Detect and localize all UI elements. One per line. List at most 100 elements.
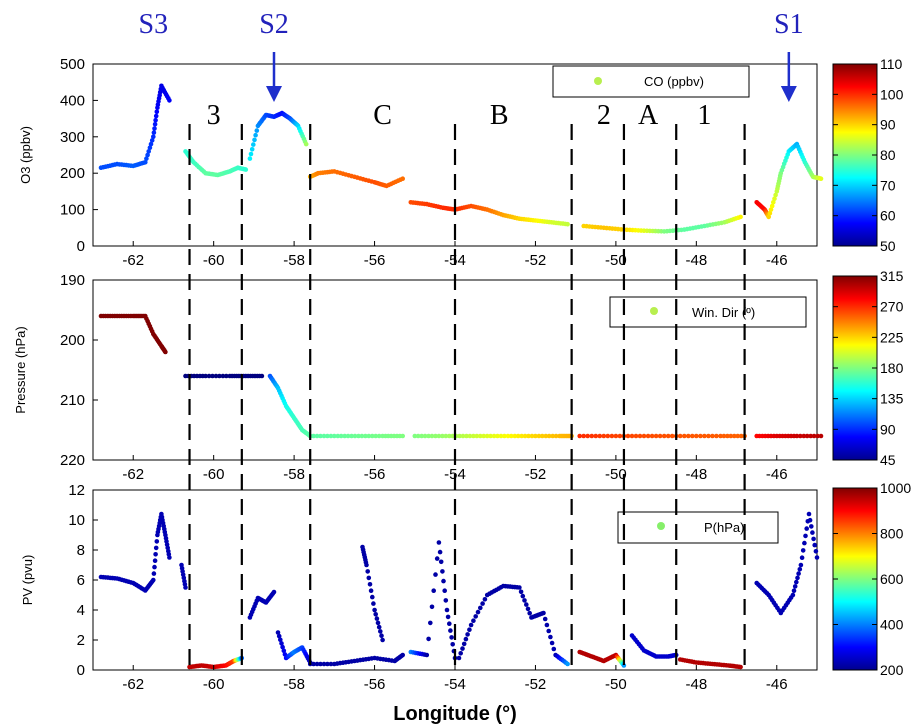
pressure-data-point	[464, 433, 469, 439]
pv-data-point	[525, 606, 531, 612]
o3-data-point	[167, 98, 172, 103]
pv-y-tick-label: 2	[77, 632, 85, 649]
pressure-legend-box	[609, 296, 807, 328]
pressure-colorbar-tick-label: 270	[880, 299, 904, 315]
pv-data-point	[468, 622, 474, 628]
pv-data-point	[372, 607, 377, 613]
o3-data-point	[303, 141, 309, 147]
pressure-data-point	[665, 433, 671, 439]
pv-x-tick-label: -60	[203, 676, 225, 693]
o3-data-point	[147, 145, 153, 150]
pv-data-point	[796, 571, 801, 576]
pv-data-point	[424, 652, 430, 658]
pressure-data-point	[370, 433, 375, 439]
pv-data-point	[478, 605, 483, 611]
pressure-data-point	[450, 433, 456, 439]
pv-x-tick-label: -62	[122, 676, 144, 693]
o3-data-point	[151, 130, 157, 135]
pressure-data-point	[597, 433, 603, 439]
o3-y-tick-label: 100	[60, 202, 85, 219]
pv-data-point	[183, 585, 188, 590]
pv-y-tick-label: 8	[77, 542, 85, 559]
o3-data-point	[565, 221, 570, 227]
pressure-data-point	[356, 433, 361, 439]
o3-data-point	[152, 122, 158, 127]
pressure-data-point	[649, 433, 655, 439]
pressure-data-point	[457, 433, 462, 439]
pressure-data-point	[593, 433, 599, 439]
pressure-data-point	[467, 433, 473, 439]
pv-data-point	[153, 552, 158, 557]
pressure-data-point	[577, 433, 582, 439]
pv-data-point	[278, 637, 283, 643]
pv-data-point	[522, 598, 527, 603]
pressure-data-point	[546, 433, 552, 439]
o3-data-point	[149, 138, 155, 143]
o3-data-point	[148, 141, 154, 147]
pv-data-point	[167, 555, 172, 560]
pv-data-point	[548, 634, 553, 640]
pressure-data-point	[543, 433, 549, 439]
pressure-data-point	[702, 433, 707, 439]
pv-data-point	[517, 585, 522, 590]
o3-y-tick-label: 0	[77, 238, 85, 255]
pv-data-point	[431, 588, 437, 593]
pv-data-point	[449, 635, 454, 640]
pressure-data-point	[203, 373, 208, 379]
pressure-y-tick-label: 190	[60, 272, 85, 289]
pressure-data-point	[553, 433, 559, 439]
pressure-data-point	[495, 433, 500, 439]
pressure-data-point	[447, 433, 452, 439]
pressure-data-point	[419, 433, 425, 439]
pressure-colorbar-tick-label: 45	[880, 452, 896, 468]
pv-data-point	[518, 589, 524, 595]
pressure-colorbar	[832, 275, 878, 461]
pressure-data-point	[732, 433, 737, 439]
pressure-data-point	[589, 433, 595, 439]
pv-x-tick-label: -54	[444, 676, 466, 693]
pv-data-point	[375, 620, 381, 626]
pressure-data-point	[540, 433, 545, 439]
pv-data-point	[443, 598, 449, 603]
pressure-data-point	[641, 433, 647, 439]
pressure-data-point	[436, 433, 442, 439]
pressure-y-tick-label: 220	[60, 452, 85, 469]
pv-data-point	[376, 624, 382, 630]
pv-data-point	[400, 652, 406, 658]
o3-colorbar-tick-label: 80	[880, 147, 896, 163]
o3-data-point	[153, 113, 159, 119]
pressure-x-tick-label: -50	[605, 466, 627, 483]
o3-legend-box	[552, 65, 750, 98]
pressure-data-point	[491, 433, 497, 439]
region-label: A	[638, 100, 659, 131]
pressure-x-tick-label: -62	[122, 466, 144, 483]
pressure-data-point	[512, 433, 518, 439]
pv-data-point	[471, 618, 476, 623]
o3-x-tick-label: -48	[685, 252, 707, 269]
o3-y-tick-label: 500	[60, 56, 85, 73]
pressure-data-point	[488, 433, 493, 439]
pv-data-point	[794, 579, 799, 585]
pv-data-point	[378, 629, 383, 634]
pressure-data-point	[373, 433, 379, 439]
o3-colorbar-tick-label: 100	[880, 86, 904, 102]
pressure-data-point	[529, 433, 535, 439]
pv-colorbar-tick-label: 1000	[880, 480, 911, 496]
pressure-data-point	[363, 433, 368, 439]
pressure-data-point	[433, 433, 438, 439]
pv-marks	[98, 511, 820, 670]
o3-data-point	[144, 156, 149, 161]
o3-data-point	[243, 167, 249, 172]
o3-data-point	[145, 152, 150, 158]
pressure-data-point	[220, 373, 226, 379]
pressure-data-point	[318, 433, 323, 439]
pv-data-point	[811, 536, 816, 542]
pv-data-point	[473, 614, 479, 619]
pressure-data-point	[474, 433, 480, 439]
pv-data-point	[520, 593, 526, 599]
pressure-data-point	[815, 433, 820, 439]
pv-colorbar-ticks: 1000 800 600 400 200	[833, 480, 911, 678]
event-label: S3	[139, 9, 169, 40]
pv-data-point	[800, 548, 806, 553]
